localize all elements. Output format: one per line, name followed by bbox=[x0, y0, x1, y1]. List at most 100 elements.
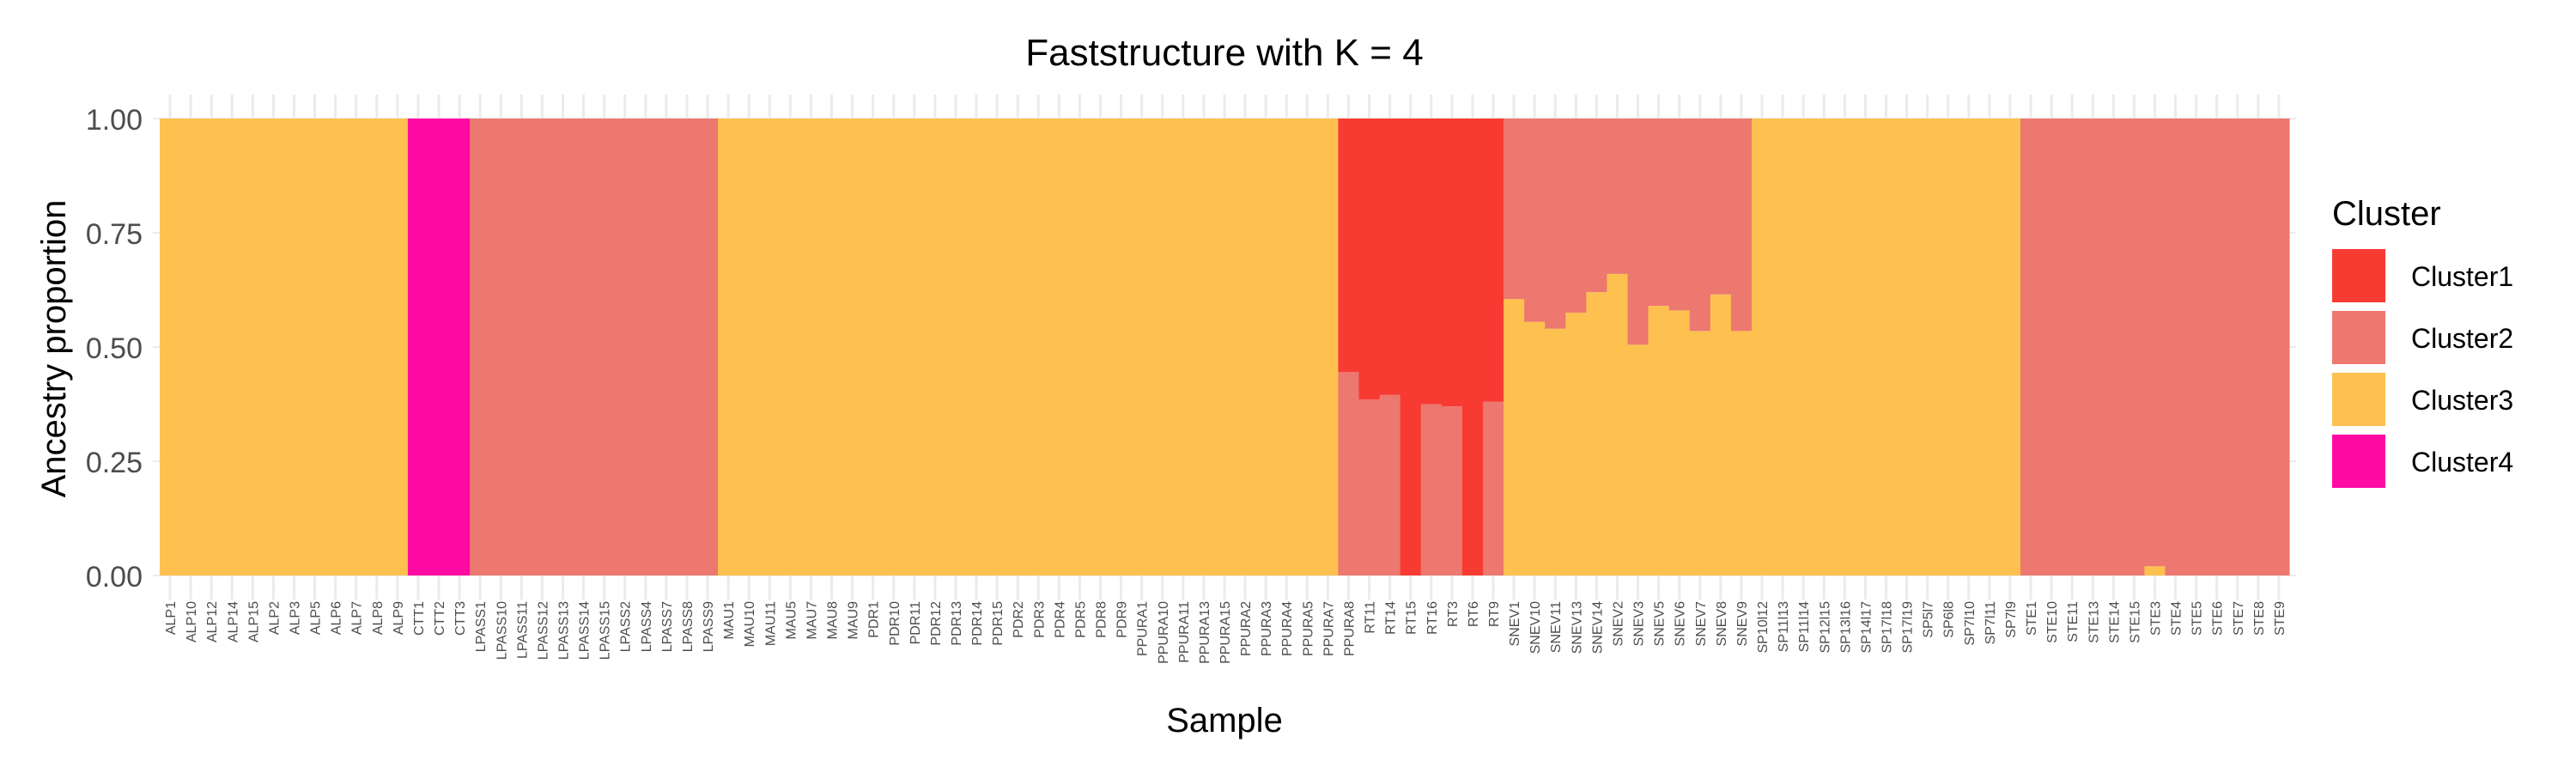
x-tick-label: MAU10 bbox=[743, 601, 757, 647]
y-tick-label: 0.75 bbox=[86, 218, 143, 251]
bar-segment-cluster3 bbox=[1875, 119, 1898, 575]
x-tick-label: ALP15 bbox=[246, 601, 261, 642]
bar-segment-cluster3 bbox=[780, 119, 802, 575]
x-tick-label: SP5l7 bbox=[1922, 601, 1936, 638]
legend-label: Cluster1 bbox=[2411, 261, 2513, 292]
bar-segment-cluster3 bbox=[1069, 119, 1091, 575]
x-tick-label: MAU7 bbox=[805, 601, 819, 640]
bar-segment-cluster3 bbox=[180, 119, 202, 575]
x-tick-label: SNEV1 bbox=[1508, 601, 1522, 647]
bar-segment-cluster3 bbox=[1999, 119, 2021, 575]
x-tick-label: STE14 bbox=[2107, 601, 2122, 643]
x-tick-label: PDR2 bbox=[1012, 601, 1026, 638]
y-tick-label: 0.25 bbox=[86, 447, 143, 479]
x-tick-label: SNEV8 bbox=[1715, 601, 1729, 647]
x-tick-label: PDR10 bbox=[888, 601, 902, 646]
x-tick-label: RT14 bbox=[1384, 601, 1399, 635]
x-tick-label: STE4 bbox=[2170, 601, 2184, 636]
x-tick-label: PDR4 bbox=[1053, 601, 1067, 638]
bar-segment-cluster2 bbox=[1627, 119, 1649, 345]
x-tick-label: SP7l10 bbox=[1963, 601, 1978, 646]
x-tick-label: PDR11 bbox=[908, 601, 923, 644]
bar-segment-cluster3 bbox=[1565, 313, 1587, 575]
bar-segment-cluster1 bbox=[1379, 119, 1401, 395]
x-tick-label: SNEV3 bbox=[1632, 601, 1647, 647]
bar-segment-cluster3 bbox=[201, 119, 222, 575]
x-tick-label: SNEV6 bbox=[1674, 601, 1688, 647]
x-axis-title: Sample bbox=[1166, 702, 1283, 740]
bar-segment-cluster3 bbox=[1772, 119, 1794, 575]
x-tick-label: MAU8 bbox=[826, 601, 841, 640]
bar-segment-cluster3 bbox=[283, 119, 306, 575]
bar-segment-cluster2 bbox=[490, 119, 512, 575]
bar-segment-cluster3 bbox=[1524, 321, 1546, 575]
bar-segment-cluster2 bbox=[552, 119, 574, 575]
x-tick-label: SP7l9 bbox=[2004, 601, 2019, 638]
x-tick-label: ALP2 bbox=[267, 601, 282, 635]
x-tick-label: RT3 bbox=[1446, 601, 1461, 627]
x-tick-label: PDR14 bbox=[970, 601, 985, 646]
x-tick-label: SP7l11 bbox=[1984, 601, 1998, 645]
x-tick-label: SNEV13 bbox=[1570, 601, 1584, 654]
bar-segment-cluster2 bbox=[1379, 394, 1401, 575]
x-tick-label: PDR1 bbox=[867, 601, 882, 638]
x-tick-label: SP12l15 bbox=[1818, 601, 1832, 654]
bar-segment-cluster3 bbox=[1917, 119, 1939, 575]
bar-segment-cluster3 bbox=[345, 119, 368, 575]
bar-segment-cluster2 bbox=[1710, 119, 1732, 295]
bar-segment-cluster2 bbox=[697, 119, 719, 575]
bar-segment-cluster2 bbox=[1524, 119, 1546, 322]
bar-segment-cluster3 bbox=[1504, 299, 1525, 575]
bar-segment-cluster3 bbox=[1855, 119, 1877, 575]
bar-segment-cluster2 bbox=[2082, 119, 2104, 575]
x-tick-label: PPURA15 bbox=[1218, 601, 1233, 664]
legend-label: Cluster2 bbox=[2411, 323, 2513, 354]
chart-title: Faststructure with K = 4 bbox=[1025, 32, 1423, 74]
bar-segment-cluster3 bbox=[903, 119, 926, 575]
bar-segment-cluster1 bbox=[1482, 119, 1504, 402]
bar-segment-cluster3 bbox=[1545, 328, 1566, 575]
x-tick-label: PPURA7 bbox=[1321, 601, 1336, 656]
bar-segment-cluster3 bbox=[304, 119, 326, 575]
bar-segment-cluster2 bbox=[655, 119, 677, 575]
bar-segment-cluster3 bbox=[862, 119, 884, 575]
x-tick-label: LPASS8 bbox=[681, 601, 696, 652]
x-tick-label: RT6 bbox=[1467, 601, 1481, 627]
bar-segment-cluster3 bbox=[1151, 119, 1174, 575]
bar-segment-cluster2 bbox=[2165, 119, 2187, 575]
x-tick-label: SNEV2 bbox=[1611, 601, 1625, 647]
bar-segment-cluster2 bbox=[470, 119, 491, 575]
bar-segment-cluster4 bbox=[449, 119, 471, 575]
bar-segment-cluster3 bbox=[1007, 119, 1029, 575]
x-tick-label: PDR15 bbox=[991, 601, 1005, 646]
bar-segment-cluster2 bbox=[1504, 119, 1525, 300]
x-tick-label: CTT2 bbox=[433, 601, 447, 636]
x-tick-label: SNEV5 bbox=[1653, 601, 1668, 647]
x-tick-label: STE6 bbox=[2211, 601, 2226, 636]
bar-segment-cluster3 bbox=[1297, 119, 1318, 575]
bar-segment-cluster2 bbox=[1648, 119, 1670, 307]
bar-segment-cluster3 bbox=[1896, 119, 1918, 575]
x-tick-label: STE5 bbox=[2190, 601, 2205, 636]
bar-segment-cluster2 bbox=[2144, 119, 2166, 567]
x-tick-label: SP11l13 bbox=[1777, 601, 1791, 652]
x-tick-label: PDR3 bbox=[1032, 601, 1047, 638]
bar-segment-cluster2 bbox=[1545, 119, 1566, 329]
x-tick-label: SP13l16 bbox=[1838, 601, 1853, 654]
bar-segment-cluster2 bbox=[676, 119, 698, 575]
x-tick-label: LPASS2 bbox=[619, 601, 634, 652]
x-tick-label: PPURA2 bbox=[1239, 601, 1254, 656]
bar-segment-cluster3 bbox=[987, 119, 1008, 575]
x-tick-label: PDR9 bbox=[1115, 601, 1130, 638]
x-tick-label: LPASS9 bbox=[702, 601, 716, 652]
y-axis: 0.00 0.25 0.50 0.75 1.00 bbox=[86, 104, 143, 593]
x-tick-label: CTT1 bbox=[412, 601, 427, 636]
bar-segment-cluster3 bbox=[759, 119, 781, 575]
bar-segment-cluster3 bbox=[1648, 306, 1670, 575]
bar-segment-cluster2 bbox=[1586, 119, 1608, 293]
x-tick-label: ALP6 bbox=[330, 601, 344, 635]
bar-segment-cluster3 bbox=[1172, 119, 1194, 575]
bar-segment-cluster3 bbox=[1235, 119, 1256, 575]
bar-segment-cluster3 bbox=[1730, 331, 1753, 575]
x-tick-label: STE11 bbox=[2066, 601, 2081, 642]
